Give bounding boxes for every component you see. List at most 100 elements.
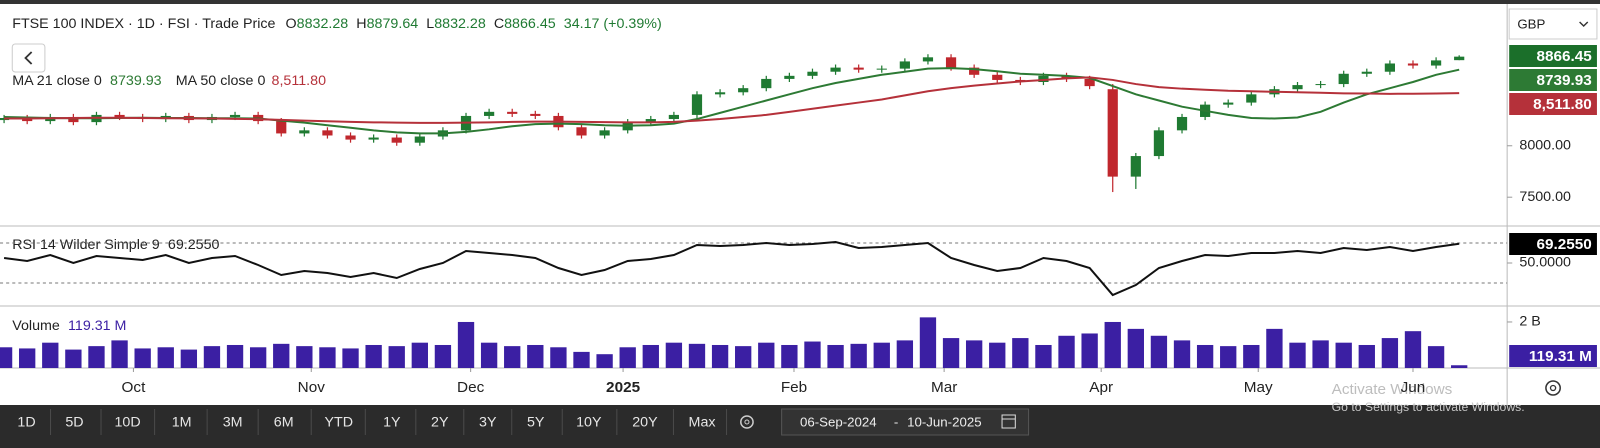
candle-body	[1338, 73, 1349, 85]
volume-bar	[249, 347, 267, 368]
ma21-badge: 8739.93	[1537, 72, 1592, 89]
watermark-subtitle: Go to Settings to activate Windows.	[1332, 400, 1525, 414]
candle-body	[599, 130, 610, 136]
range-button[interactable]: Max	[689, 414, 716, 430]
x-tick-label: Feb	[781, 379, 807, 396]
volume-bar	[1173, 340, 1191, 368]
gear-icon[interactable]	[740, 415, 754, 429]
candle-body	[484, 111, 495, 116]
volume-bar	[619, 347, 636, 368]
candle-body	[645, 119, 656, 123]
candle-body	[68, 116, 79, 123]
candle-body	[1430, 60, 1442, 66]
candle-body	[276, 121, 287, 134]
calendar-icon[interactable]	[1001, 414, 1016, 429]
y-tick-label: 7500.00	[1519, 188, 1571, 204]
range-button[interactable]: 10D	[114, 414, 140, 430]
date-range[interactable]: 06-Sep-2024 - 10-Jun-2025	[781, 408, 1030, 436]
volume-bar	[688, 343, 706, 368]
rsi-name: RSI 14 Wilder Simple 9	[12, 236, 160, 252]
volume-bar	[388, 346, 405, 368]
range-button[interactable]: 20Y	[632, 414, 658, 430]
candle-body	[368, 137, 379, 140]
currency-dropdown[interactable]: GBP	[1508, 8, 1598, 40]
gear-core	[744, 419, 750, 425]
candle-body	[1407, 63, 1419, 66]
rsi-value: 69.2550	[168, 236, 220, 252]
candle-body	[714, 92, 726, 95]
range-button[interactable]: 1Y	[383, 414, 401, 430]
volume-bar	[111, 340, 128, 368]
candle-body	[876, 68, 887, 70]
volume-value: 119.31 M	[68, 317, 126, 333]
range-button[interactable]: 2Y	[431, 414, 449, 430]
volume-bar	[665, 342, 683, 368]
x-tick-label: 2025	[606, 379, 640, 396]
volume-bar	[711, 344, 729, 368]
volume-name: Volume	[12, 317, 60, 333]
volume-bar	[642, 344, 659, 368]
range-button[interactable]: 5Y	[527, 414, 545, 430]
settings-icon[interactable]	[1545, 380, 1561, 396]
candle-body	[853, 67, 864, 70]
candle-body	[1084, 78, 1095, 87]
candle-body	[784, 75, 795, 79]
volume-bar	[180, 349, 198, 368]
range-button[interactable]: 6M	[274, 414, 294, 430]
back-button[interactable]	[11, 43, 46, 73]
ma50-badge: 8,511.80	[1533, 96, 1592, 113]
back-button-box[interactable]	[11, 43, 46, 73]
volume-bar	[1196, 344, 1214, 368]
candle-body	[322, 130, 333, 136]
x-tick-label: Oct	[122, 379, 147, 396]
settings-button[interactable]	[1545, 380, 1561, 396]
ohlc-letter: C	[494, 15, 504, 31]
rsi-badge: 69.2550	[1537, 236, 1592, 253]
ma21-name: MA 21 close 0	[12, 72, 102, 88]
close-value: 8866.45	[504, 15, 556, 31]
end-date: 10-Jun-2025	[907, 415, 981, 430]
candle-body	[391, 137, 402, 143]
last-price-badge: 8866.45	[1537, 48, 1592, 65]
range-button[interactable]: 3Y	[479, 414, 497, 430]
candle-body	[992, 74, 1003, 80]
change-value: 34.17 (+0.39%)	[564, 15, 662, 31]
ohlc-letter: H	[356, 15, 366, 31]
date-range-box[interactable]	[781, 408, 1030, 436]
x-tick-label: May	[1244, 379, 1273, 396]
volume-badge: 119.31 M	[1529, 348, 1592, 365]
volume-bar	[1150, 335, 1168, 368]
volume-bar	[1451, 365, 1468, 368]
settings-icon-core	[1549, 384, 1557, 392]
candle-body	[1384, 63, 1395, 72]
back-chevron	[24, 51, 33, 65]
range-button[interactable]: 10Y	[576, 414, 602, 430]
volume-bar	[273, 343, 290, 368]
range-button[interactable]: 1M	[172, 414, 192, 430]
range-buttons: 1D 5D 10D 1M 3M 6M YTD 1Y 2Y 3Y 5Y 10Y 20Y Max	[17, 409, 728, 435]
last-price-badge-bg	[1509, 45, 1597, 67]
range-button[interactable]: 3M	[223, 414, 243, 430]
volume-bar	[1289, 342, 1306, 368]
date-separator: -	[894, 415, 898, 430]
candle-body	[1361, 71, 1372, 74]
ohlc-letter: L	[426, 15, 434, 31]
range-button[interactable]: 1D	[17, 414, 35, 430]
volume-bar	[319, 347, 336, 368]
range-button[interactable]: YTD	[325, 414, 354, 430]
volume-bar	[0, 347, 13, 368]
volume-bar	[1404, 331, 1422, 368]
range-settings[interactable]	[740, 415, 754, 429]
moving-average-line	[4, 76, 1460, 124]
volume-bar	[804, 341, 821, 368]
range-button[interactable]: 5D	[65, 414, 83, 430]
volume-bar	[896, 340, 914, 368]
candle-body	[1107, 89, 1118, 177]
candle-body	[738, 88, 749, 93]
volume-badge-bg	[1509, 345, 1597, 367]
candle-body	[229, 114, 241, 117]
candle-body	[1454, 56, 1465, 61]
volume-bar	[758, 342, 775, 368]
volume-bar	[735, 346, 752, 368]
ohlc-letter: O	[286, 15, 297, 31]
